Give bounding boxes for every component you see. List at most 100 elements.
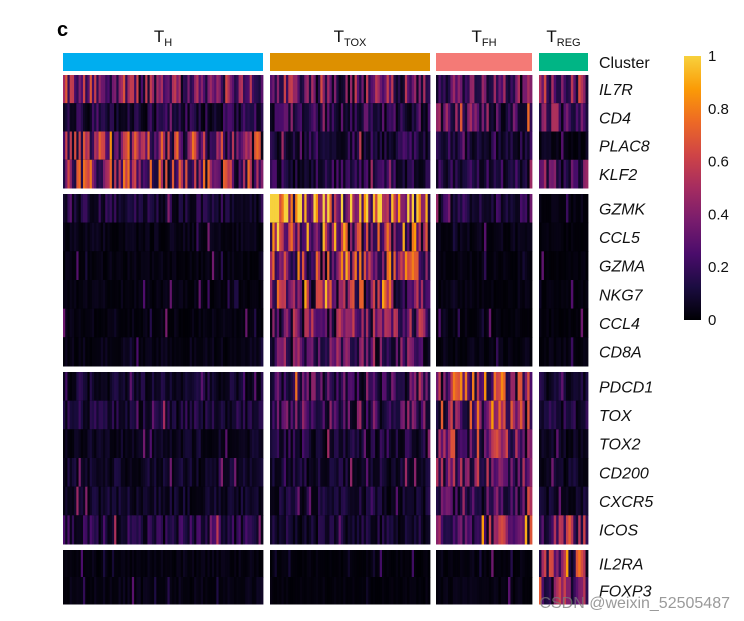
heat-block-plac8-reg (539, 131, 589, 161)
heat-block-ccl5-fh (436, 222, 533, 252)
gene-label-cd4: CD4 (599, 110, 631, 127)
heat-block-cd200-tox (270, 458, 431, 488)
heat-block-nkg7-tox (270, 280, 431, 310)
heat-block-il7r-reg (539, 75, 589, 104)
heat-block-il2ra-h (63, 550, 264, 578)
colorbar-gradient (684, 56, 701, 320)
heat-block-tox2-reg (539, 429, 589, 459)
heat-block-klf2-fh (436, 159, 533, 189)
heat-block-foxp3-fh (436, 577, 533, 605)
heat-block-gzma-h (63, 251, 264, 281)
gene-label-cd8a: CD8A (599, 345, 642, 362)
heat-block-gzmk-fh (436, 194, 533, 224)
heat-block-il7r-tox (270, 75, 431, 104)
heat-block-klf2-tox (270, 159, 431, 189)
heat-block-tox-tox (270, 400, 431, 430)
heat-block-pdcd1-reg (539, 372, 589, 402)
heat-block-gzma-reg (539, 251, 589, 281)
heat-block-ccl4-h (63, 308, 264, 338)
heat-block-pdcd1-tox (270, 372, 431, 402)
heat-block-ccl4-reg (539, 308, 589, 338)
heat-block-ccl5-reg (539, 222, 589, 252)
heat-block-ccl4-fh (436, 308, 533, 338)
colorbar-tick-label: 0.8 (708, 101, 729, 118)
heat-block-plac8-tox (270, 131, 431, 161)
gene-label-klf2: KLF2 (599, 167, 637, 184)
gene-label-pdcd1: PDCD1 (599, 379, 653, 396)
gene-label-gzma: GZMA (599, 259, 645, 276)
heat-block-cxcr5-reg (539, 486, 589, 516)
heat-block-il7r-h (63, 75, 264, 104)
column-title-fh: TFH (471, 27, 496, 49)
heat-block-ccl5-h (63, 222, 264, 252)
heat-block-cd4-fh (436, 103, 533, 132)
colorbar-tick-label: 0.4 (708, 206, 729, 223)
heat-block-cd4-tox (270, 103, 431, 132)
cluster-bar-tox (270, 53, 430, 71)
heat-block-il7r-fh (436, 75, 533, 104)
colorbar-tick-label: 1 (708, 48, 716, 65)
column-title-h: TH (154, 27, 172, 49)
heat-block-il2ra-reg (539, 550, 589, 578)
cluster-bar-h (63, 53, 263, 71)
heat-block-gzmk-h (63, 194, 264, 224)
heat-block-cxcr5-tox (270, 486, 431, 516)
heat-block-cd4-h (63, 103, 264, 132)
heat-block-icos-fh (436, 515, 533, 545)
heat-block-cd4-reg (539, 103, 589, 132)
gene-label-cxcr5: CXCR5 (599, 494, 653, 511)
heat-block-il2ra-tox (270, 550, 431, 578)
heat-block-plac8-h (63, 131, 264, 161)
heat-block-foxp3-h (63, 577, 264, 605)
heat-block-cd200-fh (436, 458, 533, 488)
heat-block-tox2-fh (436, 429, 533, 459)
gene-label-cd200: CD200 (599, 465, 649, 482)
gene-labels: IL7R CD4 PLAC8 KLF2 GZMK CCL5 GZMA NKG7 CCL4 CD8A… (599, 82, 653, 600)
heat-block-nkg7-reg (539, 280, 589, 310)
heat-block-tox2-tox (270, 429, 431, 459)
colorbar-tick-label: 0.6 (708, 154, 729, 171)
gene-label-tox: TOX (599, 408, 633, 425)
heat-block-cd200-reg (539, 458, 589, 488)
heat-block-plac8-fh (436, 131, 533, 161)
heat-block-icos-reg (539, 515, 589, 545)
heat-block-tox-reg (539, 400, 589, 430)
gene-label-icos: ICOS (599, 523, 638, 540)
watermark: CSDN @weixin_52505487 (539, 595, 730, 612)
heat-block-nkg7-fh (436, 280, 533, 310)
heat-block-gzmk-tox (270, 194, 431, 224)
heat-block-foxp3-tox (270, 577, 431, 605)
heat-block-il2ra-fh (436, 550, 533, 578)
column-title-tox: TTOX (334, 27, 367, 49)
gene-label-il7r: IL7R (599, 82, 633, 99)
heat-block-cd8a-h (63, 337, 264, 367)
heat-block-cd200-h (63, 458, 264, 488)
gene-label-ccl4: CCL4 (599, 316, 640, 333)
cluster-bars (63, 53, 588, 71)
heat-block-icos-h (63, 515, 264, 545)
colorbar: 0 0.2 0.4 0.6 0.8 1 (684, 48, 729, 329)
heat-block-pdcd1-h (63, 372, 264, 402)
gene-label-plac8: PLAC8 (599, 139, 650, 156)
heat-block-icos-tox (270, 515, 431, 545)
heat-block-cd8a-fh (436, 337, 533, 367)
heatmap-body (63, 75, 589, 605)
heat-block-cxcr5-fh (436, 486, 533, 516)
heat-block-klf2-h (63, 159, 264, 189)
gene-label-foxp3: FOXP3 (599, 584, 652, 601)
heat-block-ccl4-tox (270, 308, 431, 338)
colorbar-tick-label: 0 (708, 312, 716, 329)
heat-block-tox-h (63, 400, 264, 430)
column-title-reg: TREG (546, 27, 580, 49)
heat-block-pdcd1-fh (436, 372, 533, 402)
heat-block-ccl5-tox (270, 222, 431, 252)
heat-block-klf2-reg (539, 159, 589, 189)
gene-label-gzmk: GZMK (599, 201, 647, 218)
heat-block-cd8a-tox (270, 337, 431, 367)
colorbar-tick-label: 0.2 (708, 259, 729, 276)
cluster-label: Cluster (599, 55, 650, 72)
heat-block-tox-fh (436, 400, 533, 430)
heat-block-cxcr5-h (63, 486, 264, 516)
column-titles: TH TTOX TFH TREG (154, 27, 581, 49)
